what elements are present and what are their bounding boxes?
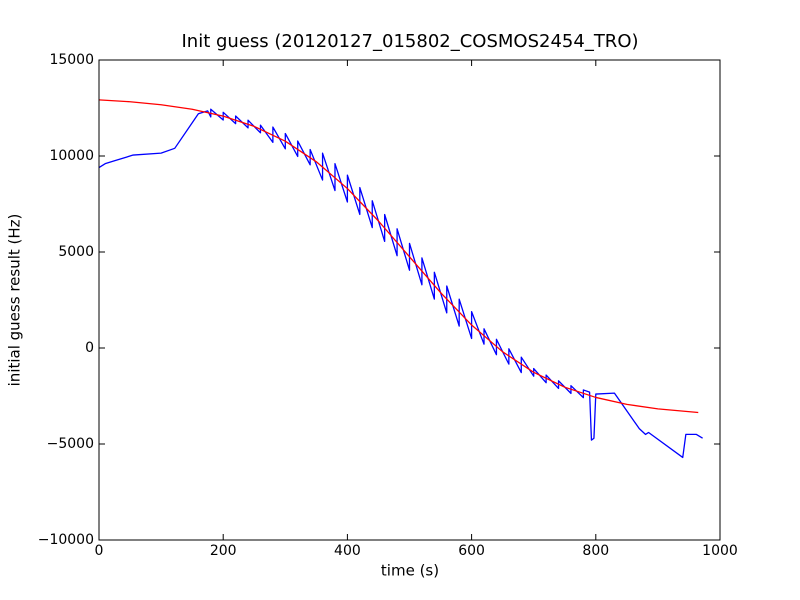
y-tick-label: 5000: [58, 244, 94, 260]
x-tick-label: 400: [334, 543, 361, 559]
y-tick-label: 10000: [49, 148, 94, 164]
y-axis-label: initial guess result (Hz): [6, 214, 24, 387]
x-tick-label: 1000: [702, 543, 738, 559]
chart-title: Init guess (20120127_015802_COSMOS2454_T…: [181, 31, 638, 52]
x-axis-label: time (s): [381, 562, 439, 580]
x-tick-label: 200: [210, 543, 237, 559]
y-tick-label: 0: [85, 340, 94, 356]
x-tick-label: 600: [458, 543, 485, 559]
data-line: [98, 99, 699, 414]
x-tick-label: 0: [95, 543, 104, 559]
plot-frame: [98, 59, 721, 541]
y-tick-label: −5000: [47, 436, 94, 452]
x-tick-label: 800: [582, 543, 609, 559]
y-tick-label: −10000: [38, 532, 94, 548]
y-tick-label: 15000: [49, 52, 94, 68]
